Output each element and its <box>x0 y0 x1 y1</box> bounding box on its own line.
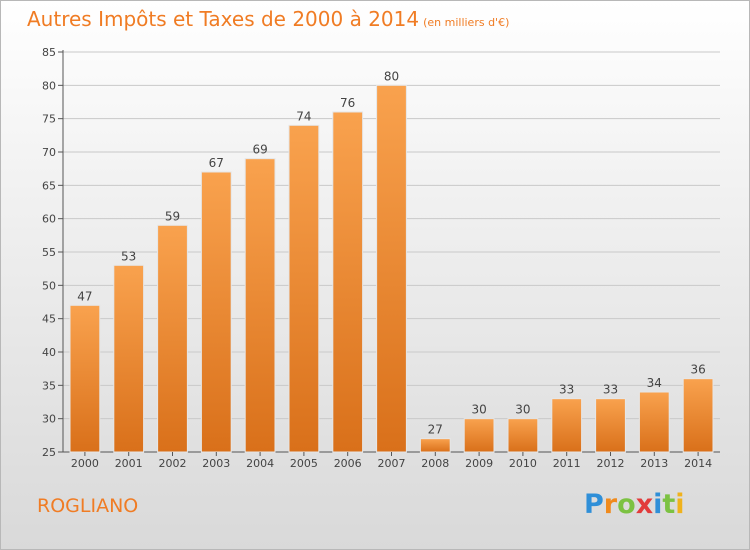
logo-letter: P <box>584 489 604 520</box>
data-label: 59 <box>165 209 180 223</box>
bar-2003 <box>200 171 232 453</box>
data-label: 34 <box>647 376 662 390</box>
bar-2012 <box>595 398 626 453</box>
bar-2013 <box>638 391 670 453</box>
y-tick-label: 55 <box>42 246 56 259</box>
x-tick-label: 2004 <box>246 457 274 470</box>
logo-letter: t <box>662 489 676 520</box>
y-tick-label: 75 <box>42 113 56 126</box>
x-tick-label: 2011 <box>553 457 581 470</box>
data-label: 53 <box>121 249 136 263</box>
chart-title-text: Autres Impôts et Taxes de 2000 à 2014 <box>27 7 420 31</box>
logo-letter: i <box>653 489 663 520</box>
data-label: 33 <box>603 383 618 397</box>
bar-2011 <box>551 398 583 453</box>
y-tick-label: 30 <box>42 413 56 426</box>
y-tick-label: 50 <box>42 279 56 292</box>
y-tick-label: 65 <box>42 179 56 192</box>
data-label: 74 <box>296 109 311 123</box>
place-name: ROGLIANO <box>37 495 139 517</box>
y-tick-label: 40 <box>42 346 56 359</box>
data-label: 30 <box>471 403 486 417</box>
x-tick-label: 2006 <box>334 457 362 470</box>
y-tick-label: 70 <box>42 146 56 159</box>
x-tick-label: 2005 <box>290 457 318 470</box>
bar-2010 <box>507 418 539 453</box>
x-tick-label: 2003 <box>202 457 230 470</box>
data-label: 80 <box>384 69 399 83</box>
logo-letter: i <box>675 489 685 520</box>
bar-2007 <box>376 84 407 453</box>
bar-2006 <box>332 111 364 453</box>
x-tick-label: 2007 <box>378 457 406 470</box>
data-label: 69 <box>252 143 267 157</box>
bar-2009 <box>463 418 495 453</box>
bar-2002 <box>157 224 188 453</box>
chart-title: Autres Impôts et Taxes de 2000 à 2014 (en… <box>27 7 509 31</box>
data-label: 76 <box>340 96 355 110</box>
bar-2005 <box>288 124 320 453</box>
x-tick-label: 2008 <box>421 457 449 470</box>
data-label: 47 <box>77 289 92 303</box>
x-tick-label: 2014 <box>684 457 712 470</box>
x-tick-label: 2000 <box>71 457 99 470</box>
x-tick-label: 2013 <box>640 457 668 470</box>
y-tick-label: 45 <box>42 313 56 326</box>
x-tick-label: 2002 <box>159 457 187 470</box>
data-label: 67 <box>209 156 224 170</box>
data-label: 30 <box>515 403 530 417</box>
bar-2000 <box>69 304 101 453</box>
data-label: 33 <box>559 383 574 397</box>
data-label: 36 <box>690 363 705 377</box>
x-tick-label: 2009 <box>465 457 493 470</box>
logo-letter: x <box>635 489 654 520</box>
y-tick-label: 60 <box>42 213 56 226</box>
x-tick-label: 2010 <box>509 457 537 470</box>
y-tick-label: 80 <box>42 79 56 92</box>
chart-subtitle: (en milliers d'€) <box>423 16 510 29</box>
bar-2008 <box>419 438 451 453</box>
x-tick-label: 2012 <box>597 457 625 470</box>
data-label: 27 <box>428 423 443 437</box>
bar-2014 <box>682 378 714 453</box>
y-tick-label: 85 <box>42 46 56 59</box>
y-tick-label: 25 <box>42 446 56 459</box>
bar-2001 <box>113 264 145 453</box>
x-tick-label: 2001 <box>115 457 143 470</box>
bar-2004 <box>244 158 276 453</box>
logo-letter: r <box>603 489 618 520</box>
y-tick-label: 35 <box>42 379 56 392</box>
logo-letter: o <box>617 489 636 520</box>
proxiti-logo: Proxiti <box>584 489 685 520</box>
